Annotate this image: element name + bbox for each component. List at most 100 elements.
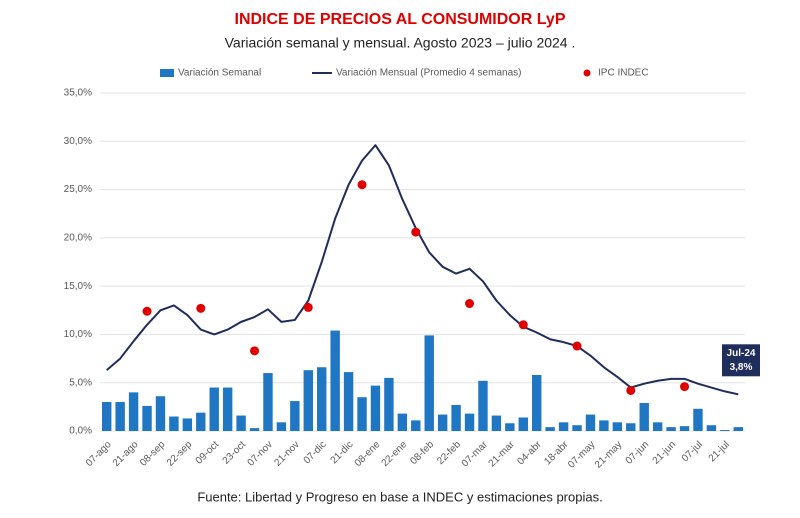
y-tick-label: 15,0% <box>64 281 92 292</box>
bar <box>142 405 152 431</box>
x-tick-label: 23-oct <box>221 439 249 467</box>
x-tick-label: 21-jun <box>651 439 678 466</box>
bar <box>303 370 313 431</box>
x-tick-label: 04-abr <box>515 439 544 468</box>
bar <box>357 397 367 431</box>
point <box>411 227 421 237</box>
y-tick-label: 25,0% <box>64 184 92 195</box>
bar <box>679 426 690 431</box>
point <box>142 306 152 316</box>
bar <box>505 423 515 431</box>
legend-label: IPC INDEC <box>598 68 649 79</box>
bar <box>155 396 166 431</box>
x-tick-label: 07-jul <box>680 439 705 464</box>
x-tick-label: 08-feb <box>408 439 436 467</box>
chart-title: INDICE DE PRECIOS AL CONSUMIDOR LyP <box>235 11 566 28</box>
x-tick-label: 21-dic <box>329 439 356 466</box>
bar <box>115 402 125 431</box>
y-tick-label: 35,0% <box>64 88 92 99</box>
bar <box>424 335 434 431</box>
line <box>106 144 739 396</box>
point <box>518 320 528 330</box>
bar <box>397 413 408 431</box>
bar <box>330 330 340 431</box>
x-tick-label: 21-jul <box>707 439 732 464</box>
bar <box>343 372 354 431</box>
point <box>303 302 313 312</box>
bar <box>437 414 448 431</box>
bar <box>599 420 609 431</box>
x-tick-label: 09-oct <box>194 439 222 467</box>
bar <box>585 414 596 431</box>
y-tick-label: 30,0% <box>64 136 92 147</box>
bar <box>558 422 569 431</box>
bar <box>706 425 717 431</box>
point <box>250 346 260 356</box>
x-tick-label: 08-ene <box>353 439 383 469</box>
y-tick-label: 10,0% <box>64 329 92 340</box>
y-tick-label: 0,0% <box>69 426 92 437</box>
x-tick-label: 21-mar <box>487 439 518 470</box>
point <box>357 180 367 190</box>
bar <box>102 402 112 431</box>
x-tick-label: 07-nov <box>246 439 275 468</box>
legend-swatch <box>583 69 591 77</box>
bar <box>196 412 206 431</box>
chart-subtitle: Variación semanal y mensual. Agosto 2023… <box>225 35 576 51</box>
bar <box>639 402 649 431</box>
bar <box>169 416 179 431</box>
bar <box>236 415 246 431</box>
legend-label: Variación Mensual (Promedio 4 semanas) <box>336 68 521 79</box>
bar <box>733 427 743 431</box>
x-tick-label: 07-dic <box>302 439 329 466</box>
point <box>196 303 206 313</box>
bar <box>491 415 502 431</box>
bar <box>666 427 676 431</box>
annotation-title: Jul-24 <box>727 348 756 359</box>
point <box>572 341 582 351</box>
annotation-label: 3,8% <box>730 362 753 373</box>
bar <box>182 418 193 431</box>
x-tick-label: 08-sep <box>138 439 168 469</box>
x-tick-label: 21-nov <box>272 439 301 468</box>
bar <box>263 373 273 431</box>
bar <box>572 425 582 431</box>
legend-label: Variación Semanal <box>178 68 261 79</box>
bar <box>290 401 300 431</box>
x-tick-label: 22-sep <box>165 439 195 469</box>
x-tick-label: 21-may <box>593 439 624 470</box>
bar <box>128 392 139 431</box>
bar <box>478 380 488 431</box>
y-tick-label: 20,0% <box>64 232 92 243</box>
bar <box>693 408 703 431</box>
bar <box>518 417 528 431</box>
x-tick-label: 07-mar <box>460 439 491 470</box>
x-tick-label: 22-feb <box>435 439 463 467</box>
bar <box>464 413 475 431</box>
bar <box>209 387 219 431</box>
point <box>680 382 690 392</box>
bar <box>545 427 555 431</box>
x-tick-label: 07-jun <box>624 439 651 466</box>
bar <box>626 423 636 431</box>
bar <box>384 377 394 431</box>
x-tick-label: 21-ago <box>111 439 141 469</box>
bar <box>532 374 542 431</box>
annotation-box <box>722 344 760 377</box>
source: Fuente: Libertad y Progreso en base a IN… <box>197 489 602 504</box>
x-tick-label: 22-ene <box>380 439 410 469</box>
bar <box>276 422 287 431</box>
bar <box>370 385 381 431</box>
point <box>626 385 636 395</box>
bar <box>317 367 327 431</box>
x-tick-label: 07-may <box>566 439 597 470</box>
bar <box>652 422 663 431</box>
point <box>465 299 475 309</box>
bar <box>249 428 260 431</box>
y-tick-label: 5,0% <box>69 377 92 388</box>
x-tick-label: 07-ago <box>84 439 114 469</box>
bar <box>222 387 233 431</box>
bar <box>720 430 730 431</box>
bar <box>451 404 461 431</box>
